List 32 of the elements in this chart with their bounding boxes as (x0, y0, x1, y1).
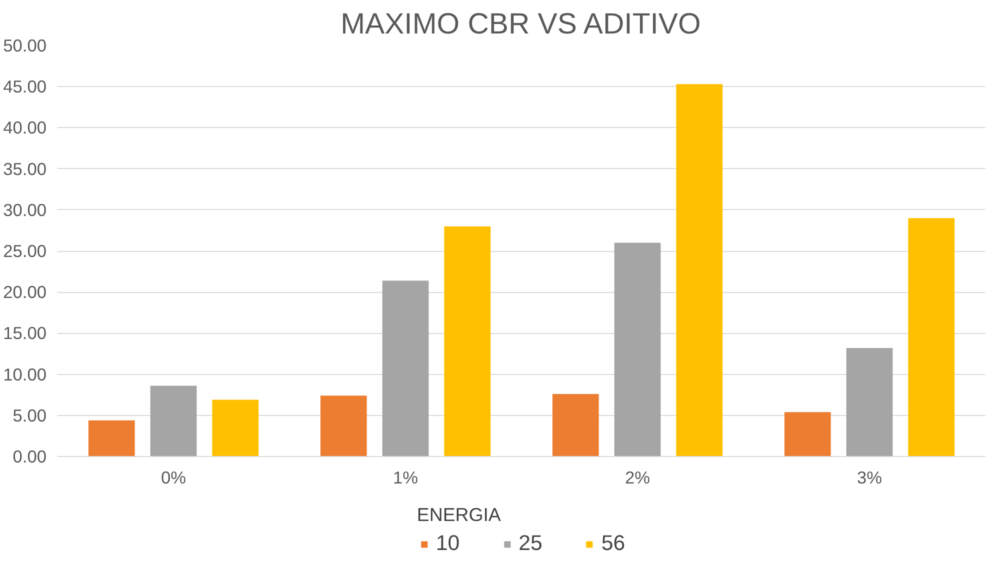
y-tick-label: 0.00 (12, 446, 47, 466)
y-tick-label: 20.00 (3, 282, 47, 302)
bar (784, 412, 831, 456)
bar (382, 280, 429, 456)
bar (444, 226, 491, 456)
bar (846, 348, 893, 456)
bar (676, 84, 723, 456)
y-tick-label: 50.00 (3, 36, 47, 56)
y-tick-label: 25.00 (3, 241, 47, 261)
x-tick-label: 2% (624, 468, 650, 488)
x-tick-label: 3% (856, 468, 882, 488)
legend-label: 56 (601, 531, 626, 556)
y-tick-label: 45.00 (3, 76, 47, 97)
legend-label: 10 (436, 531, 460, 556)
bar (908, 218, 955, 456)
bar (320, 396, 367, 456)
y-tick-label: 10.00 (3, 364, 47, 384)
y-tick-label: 40.00 (3, 118, 47, 138)
y-tick-label: 15.00 (3, 323, 47, 344)
legend-title: ENERGIA (416, 504, 502, 526)
y-tick-label: 30.00 (3, 200, 47, 220)
y-tick-label: 35.00 (3, 158, 47, 179)
bar (552, 394, 599, 456)
y-tick-label: 5.00 (12, 405, 47, 426)
bar (212, 400, 259, 456)
bar (88, 420, 135, 456)
x-tick-label: 0% (160, 468, 186, 488)
x-tick-label: 1% (392, 468, 418, 488)
chart-title: MAXIMO CBR VS ADITIVO (340, 8, 701, 40)
bar (614, 242, 661, 456)
bar (150, 386, 197, 456)
legend-label: 25 (518, 531, 542, 556)
